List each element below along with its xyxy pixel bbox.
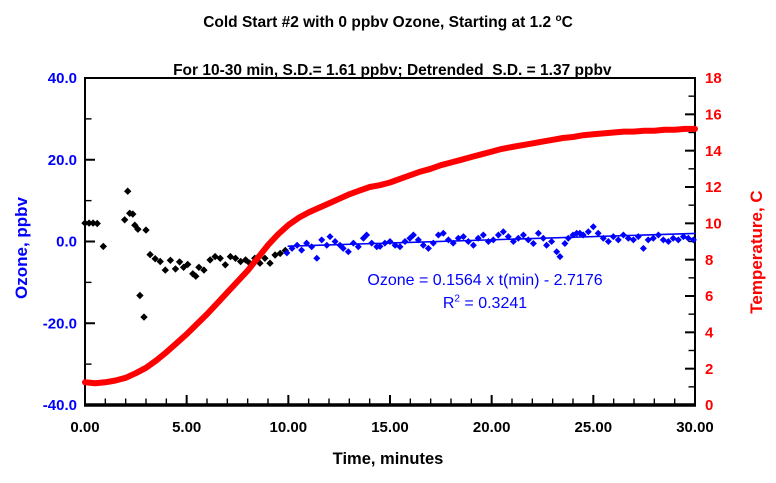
x-tick-label: 0.00 (70, 419, 99, 436)
right-axis-title: Temperature, C (747, 190, 766, 314)
y-left-tick-label: -40.0 (43, 397, 77, 414)
x-tick-label: 15.00 (371, 419, 409, 436)
chart-title-line2: For 10-30 min, S.D.= 1.61 ppbv; Detrende… (173, 62, 612, 79)
y-right-tick-label: 4 (705, 325, 714, 342)
fit-annotation: Ozone = 0.1564 x t(min) - 2.7176 R2 = 0.… (285, 269, 685, 315)
y-right-tick-label: 0 (705, 397, 713, 414)
y-left-tick-label: -20.0 (43, 315, 77, 332)
y-right-tick-label: 10 (705, 216, 722, 233)
y-left-tick-label: 20.0 (48, 152, 77, 169)
y-right-tick-label: 6 (705, 288, 713, 305)
y-right-tick-label: 12 (705, 179, 722, 196)
fit-equation: Ozone = 0.1564 x t(min) - 2.7176 (367, 272, 603, 289)
left-axis-title: Ozone, ppbv (12, 197, 31, 299)
chart-title: Cold Start #2 with 0 ppbv Ozone, Startin… (0, 11, 776, 83)
series-ozone-10-30min (283, 223, 697, 262)
y-left-tick-label: 40.0 (48, 70, 77, 87)
y-right-tick-label: 16 (705, 107, 722, 124)
fit-r-squared: R2 = 0.3241 (442, 293, 528, 312)
series-temperature (82, 125, 698, 387)
y-right-tick-label: 18 (705, 70, 722, 87)
degree-superscript: o (555, 12, 562, 24)
y-right-tick-label: 14 (705, 143, 722, 160)
x-tick-label: 20.00 (473, 419, 511, 436)
x-tick-label: 10.00 (270, 419, 308, 436)
x-tick-label: 25.00 (575, 419, 613, 436)
x-axis-title: Time, minutes (332, 450, 444, 468)
x-tick-label: 5.00 (172, 419, 201, 436)
x-tick-label: 30.00 (676, 419, 714, 436)
y-left-tick-label: 0.0 (56, 234, 77, 251)
y-right-tick-label: 2 (705, 361, 713, 378)
y-right-tick-label: 8 (705, 252, 713, 269)
chart-title-line1: Cold Start #2 with 0 ppbv Ozone, Startin… (203, 12, 573, 31)
